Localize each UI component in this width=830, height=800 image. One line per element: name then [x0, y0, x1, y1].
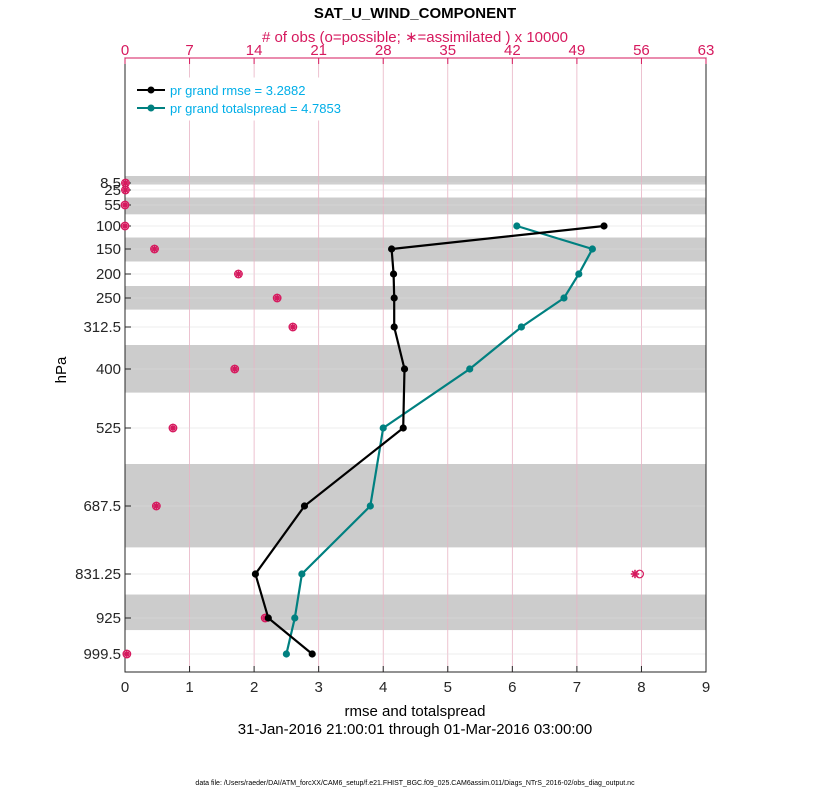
x-tick-label: 3 — [314, 679, 322, 696]
data-point-rmse — [400, 365, 409, 373]
data-point-totalspread — [282, 650, 290, 658]
x-tick-label: 9 — [702, 679, 710, 696]
chart-title: SAT_U_WIND_COMPONENT — [314, 5, 516, 22]
data-point-totalspread — [575, 270, 583, 278]
x-tick-label: 6 — [508, 679, 516, 696]
obs-assimilated-marker — [289, 323, 297, 331]
top-tick-label: 14 — [246, 42, 263, 59]
y-tick-label: 400 — [96, 361, 121, 378]
top-tick-label: 0 — [121, 42, 129, 59]
top-tick-label: 49 — [569, 42, 586, 59]
data-point-rmse — [264, 614, 272, 622]
top-tick-label: 21 — [310, 42, 327, 59]
y-tick-label: 525 — [96, 420, 121, 437]
shaded-band — [125, 197, 706, 215]
y-tick-label: 250 — [96, 290, 121, 307]
legend: pr grand rmse = 3.2882 pr grand totalspr… — [128, 77, 370, 121]
data-point-rmse — [390, 323, 398, 331]
top-tick-label: 28 — [375, 42, 392, 59]
y-tick-label: 200 — [96, 266, 121, 283]
data-point-totalspread — [513, 222, 521, 230]
data-point-totalspread — [366, 502, 374, 510]
legend-box — [128, 77, 370, 121]
data-point-rmse — [399, 424, 407, 432]
obs-assimilated-marker — [234, 270, 242, 278]
y-tick-label: 999.5 — [83, 646, 121, 663]
obs-assimilated-marker — [121, 222, 129, 230]
top-tick-label: 56 — [633, 42, 650, 59]
obs-assimilated-marker — [231, 365, 239, 373]
obs-assimilated-marker — [123, 650, 131, 658]
legend-marker-totalspread — [147, 104, 155, 112]
legend-marker-rmse — [147, 86, 155, 94]
x-axis-label: rmse and totalspread — [345, 703, 486, 720]
y-tick-label: 25 — [104, 182, 121, 199]
x-tick-label: 8 — [637, 679, 645, 696]
data-point-totalspread — [379, 424, 387, 432]
shaded-band — [125, 176, 706, 185]
data-point-rmse — [308, 650, 316, 658]
y-tick-label: 925 — [96, 610, 121, 627]
top-tick-label: 35 — [439, 42, 456, 59]
y-tick-label: 831.25 — [75, 566, 121, 583]
obs-assimilated-marker — [273, 294, 281, 302]
x-tick-label: 7 — [573, 679, 581, 696]
y-tick-label: 687.5 — [83, 498, 121, 515]
x-tick-label: 5 — [444, 679, 452, 696]
obs-assimilated-marker — [152, 502, 160, 510]
footnote: data file: /Users/raeder/DAI/ATM_forcXX/… — [195, 780, 635, 787]
legend-label-totalspread: pr grand totalspread = 4.7853 — [170, 101, 341, 116]
obs-assimilated-marker — [151, 245, 159, 253]
obs-assimilated-marker — [121, 186, 129, 194]
top-tick-label: 7 — [185, 42, 193, 59]
date-range-label: 31-Jan-2016 21:00:01 through 01-Mar-2016… — [238, 721, 592, 738]
data-point-totalspread — [517, 323, 525, 331]
data-point-totalspread — [291, 614, 299, 622]
obs-assimilated-marker — [121, 179, 129, 187]
data-point-totalspread — [466, 365, 474, 373]
data-point-rmse — [600, 222, 608, 230]
top-axis-label: # of obs (o=possible; ∗=assimilated ) x … — [262, 29, 568, 46]
y-axis-label: hPa — [53, 356, 70, 383]
data-point-rmse — [300, 502, 309, 510]
data-point-totalspread — [588, 245, 596, 253]
y-tick-label: 8.5 — [100, 175, 121, 192]
top-tick-label: 63 — [698, 42, 715, 59]
data-point-rmse — [251, 570, 260, 578]
data-point-rmse — [390, 294, 398, 302]
x-tick-label: 1 — [185, 679, 193, 696]
obs-assimilated-marker — [631, 570, 639, 578]
y-tick-label: 150 — [96, 241, 121, 258]
data-point-totalspread — [298, 570, 306, 578]
shaded-band — [125, 237, 706, 262]
shaded-band — [125, 594, 706, 631]
x-tick-label: 4 — [379, 679, 387, 696]
x-tick-label: 0 — [121, 679, 129, 696]
legend-label-rmse: pr grand rmse = 3.2882 — [170, 83, 306, 98]
data-point-rmse — [389, 270, 398, 278]
data-point-totalspread — [560, 294, 568, 302]
data-point-rmse — [388, 245, 396, 253]
y-tick-label: 312.5 — [83, 319, 121, 336]
y-tick-label: 55 — [104, 197, 121, 214]
y-tick-label: 100 — [96, 218, 121, 235]
obs-assimilated-marker — [169, 424, 177, 432]
top-tick-label: 42 — [504, 42, 521, 59]
x-tick-label: 2 — [250, 679, 258, 696]
plot-area: 0 1 2 3 4 5 6 7 8 90 7 14 21 28 35 42 49 56 638.5255510015… — [75, 42, 714, 696]
shaded-band — [125, 464, 706, 548]
obs-assimilated-marker — [121, 201, 129, 209]
